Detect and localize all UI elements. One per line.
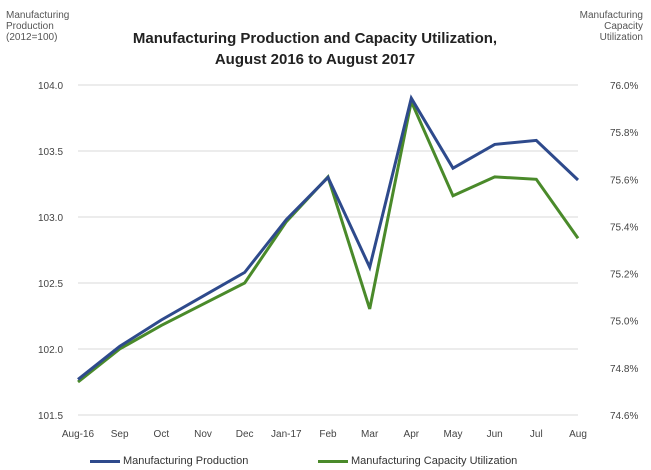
series-line-production: [77, 94, 580, 381]
right-tick-label: 75.8%: [610, 128, 638, 139]
right-tick-label: 74.6%: [610, 411, 638, 422]
right-axis-title: Manufacturing Capacity Utilization: [579, 10, 643, 43]
left-tick-label: 104.0: [38, 81, 63, 92]
right-tick-label: 76.0%: [610, 81, 638, 92]
right-tick-label: 75.2%: [610, 270, 638, 281]
x-tick-label: Oct: [154, 429, 170, 440]
right-tick-label: 75.6%: [610, 175, 638, 186]
legend-label-utilization: Manufacturing Capacity Utilization: [351, 455, 518, 467]
x-tick-label: May: [444, 429, 463, 440]
x-tick-label: Sep: [111, 429, 129, 440]
legend-swatch-utilization: [318, 459, 348, 463]
x-tick-label: Jan-17: [271, 429, 302, 440]
x-tick-label: Jul: [530, 429, 543, 440]
x-tick-label: Dec: [236, 429, 254, 440]
x-tick-label: Aug: [569, 429, 587, 440]
x-tick-label: Feb: [319, 429, 337, 440]
chart-title: Manufacturing Production and Capacity Ut…: [132, 30, 498, 68]
left-tick-label: 102.0: [38, 345, 63, 356]
x-tick-label: Nov: [194, 429, 212, 440]
left-tick-label: 102.5: [38, 279, 63, 290]
x-tick-label: Jun: [487, 429, 503, 440]
legend-item-production: Manufacturing Production: [90, 455, 248, 467]
left-tick-label: 103.5: [38, 147, 63, 158]
left-axis-title: Manufacturing Production (2012=100): [6, 10, 70, 43]
legend-swatch-production: [90, 459, 120, 463]
right-tick-label: 75.4%: [610, 222, 638, 233]
left-tick-label: 103.0: [38, 213, 63, 224]
x-tick-label: Apr: [404, 429, 420, 440]
line-chart: 101.5 102.0 102.5 103.0 103.5 104.0 74.6% 74.8%…: [38, 81, 638, 440]
right-tick-label: 75.0%: [610, 317, 638, 328]
x-tick-label: Aug-16: [62, 429, 95, 440]
legend-item-utilization: Manufacturing Capacity Utilization: [318, 455, 517, 467]
right-tick-label: 74.8%: [610, 364, 638, 375]
legend-label-production: Manufacturing Production: [123, 455, 249, 467]
left-tick-label: 101.5: [38, 411, 63, 422]
x-tick-label: Mar: [361, 429, 379, 440]
